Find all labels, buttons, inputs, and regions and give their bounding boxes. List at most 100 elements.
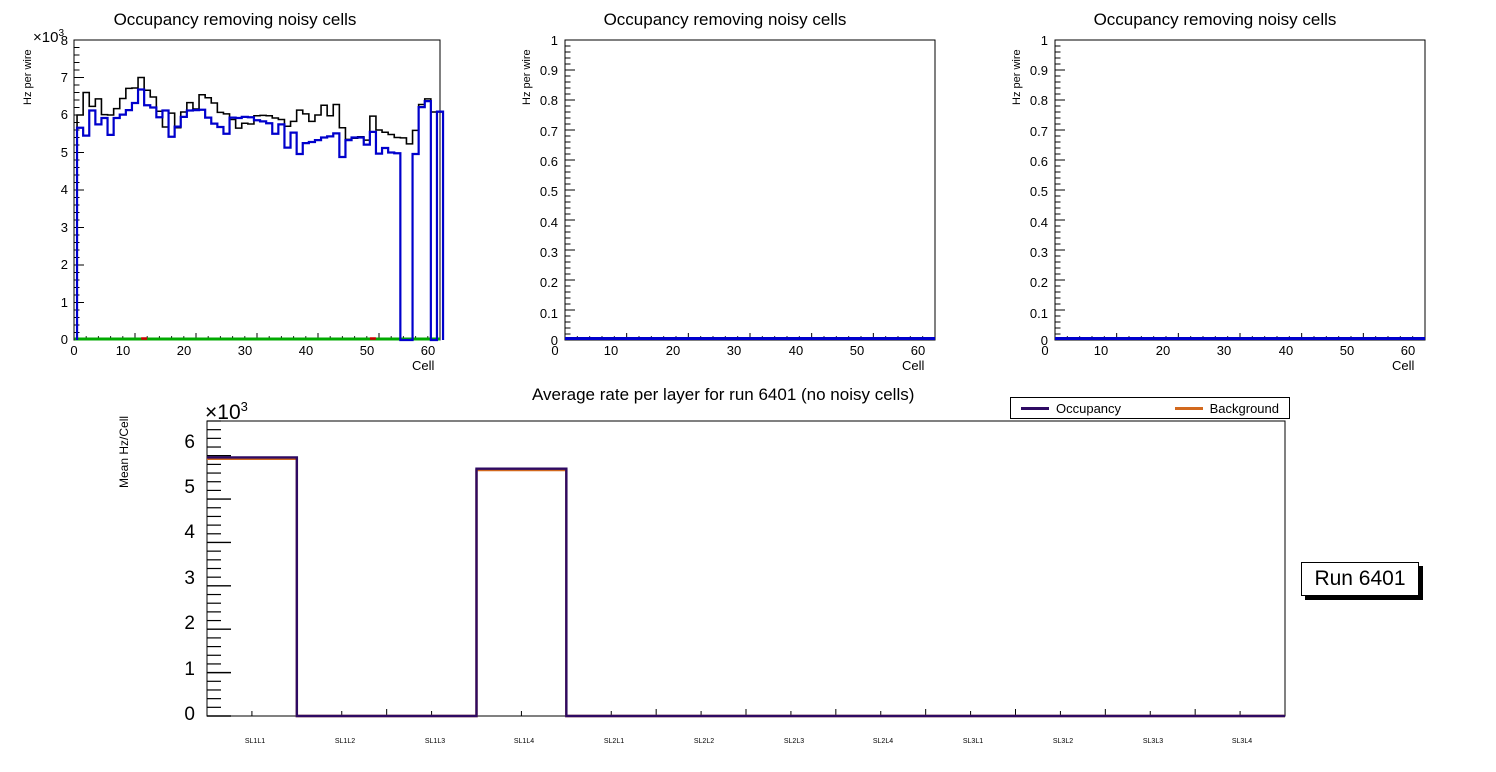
panel4-xcat-2: SL1L3	[424, 738, 446, 745]
panel1-ytick-0: 0	[60, 332, 68, 347]
panel2-xtick-30: 30	[726, 343, 742, 358]
panel1-xtick-40: 40	[298, 343, 314, 358]
panel1-ytick-7: 7	[60, 70, 68, 85]
panel4-title: Average rate per layer for run 6401 (no …	[532, 385, 915, 404]
panel1-xtick-50: 50	[359, 343, 375, 358]
panel1-ytick-8: 8	[60, 33, 68, 48]
panel2-ytick-07: 0.7	[539, 124, 558, 139]
panel4-xcat-5: SL2L2	[693, 738, 715, 745]
legend-line-occupancy-icon	[1021, 406, 1049, 410]
panel4-xcat-11: SL3L4	[1231, 738, 1253, 745]
panel3-ytick-07: 0.7	[1029, 124, 1048, 139]
panel1-xtick-30: 30	[237, 343, 253, 358]
panel2-ytick-04: 0.4	[539, 215, 558, 230]
panel2-xtick-50: 50	[849, 343, 865, 358]
panel1-plot-area	[73, 39, 445, 342]
panel4-xcat-1: SL1L2	[334, 738, 356, 745]
panel3-ytick-0: 0	[1040, 333, 1048, 348]
pad-occupancy-1: Occupancy removing noisy cells Hz per wi…	[0, 0, 470, 378]
panel1-xtick-0: 0	[70, 343, 78, 358]
panel2-ytick-05: 0.5	[539, 184, 558, 199]
panel1-ytick-2: 2	[60, 257, 68, 272]
panel4-xcat-3: SL1L4	[513, 738, 535, 745]
run-label-text: Run 6401	[1314, 567, 1406, 590]
panel2-ytick-08: 0.8	[539, 93, 558, 108]
panel4-xcat-9: SL3L2	[1052, 738, 1074, 745]
panel4-legend: Occupancy Background	[1010, 397, 1290, 419]
panel2-xtick-0: 0	[551, 343, 559, 358]
panel2-xtick-60: 60	[910, 343, 926, 358]
legend-label-occupancy: Occupancy	[1056, 400, 1122, 416]
panel2-title: Occupancy removing noisy cells	[603, 10, 847, 29]
panel3-plot-area	[1054, 39, 1426, 341]
panel1-x-axis-label: Cell	[412, 358, 435, 373]
panel3-ytick-09: 0.9	[1029, 63, 1048, 78]
panel4-ytick-4: 4	[184, 522, 195, 543]
panel4-xcat-6: SL2L3	[783, 738, 805, 745]
panel1-ytick-1: 1	[60, 295, 68, 310]
panel3-ytick-01: 0.1	[1029, 306, 1048, 321]
panel1-title: Occupancy removing noisy cells	[113, 10, 357, 29]
panel2-plot-area	[564, 39, 936, 341]
panel1-ytick-4: 4	[60, 182, 68, 197]
panel4-plot-area	[206, 420, 1286, 718]
panel2-ytick-02: 0.2	[539, 275, 558, 290]
panel4-ytick-2: 2	[184, 613, 195, 634]
panel4-ytick-6: 6	[184, 432, 195, 453]
panel4-y-exponent: ×103	[205, 399, 248, 425]
panel3-ytick-1: 1	[1040, 33, 1048, 48]
panel4-exp-sup: 3	[240, 399, 248, 414]
panel3-ytick-05: 0.5	[1029, 184, 1048, 199]
panel2-ytick-0: 0	[550, 333, 558, 348]
panel3-xtick-60: 60	[1400, 343, 1416, 358]
panel2-xtick-20: 20	[665, 343, 681, 358]
panel3-ytick-02: 0.2	[1029, 275, 1048, 290]
panel4-ytick-3: 3	[184, 568, 195, 589]
panel2-ytick-01: 0.1	[539, 306, 558, 321]
panel1-y-exponent: ×103	[33, 28, 64, 46]
panel3-xtick-30: 30	[1216, 343, 1232, 358]
panel2-xtick-10: 10	[603, 343, 619, 358]
panel3-xtick-40: 40	[1278, 343, 1294, 358]
panel1-ytick-3: 3	[60, 220, 68, 235]
run-label-box: Run 6401	[1301, 562, 1419, 596]
panel2-ytick-06: 0.6	[539, 154, 558, 169]
panel3-title: Occupancy removing noisy cells	[1093, 10, 1337, 29]
panel3-xtick-0: 0	[1041, 343, 1049, 358]
panel1-exp-base: ×10	[33, 29, 59, 46]
panel1-xtick-60: 60	[420, 343, 436, 358]
panel2-x-axis-label: Cell	[902, 358, 925, 373]
legend-entry-occupancy[interactable]: Occupancy	[1021, 401, 1121, 416]
panel1-xtick-20: 20	[176, 343, 192, 358]
pad-average-rate: Average rate per layer for run 6401 (no …	[0, 378, 1496, 772]
panel4-ytick-0: 0	[184, 704, 195, 725]
panel1-xtick-10: 10	[115, 343, 131, 358]
panel1-ytick-5: 5	[60, 145, 68, 160]
panel2-ytick-09: 0.9	[539, 63, 558, 78]
panel3-xtick-20: 20	[1155, 343, 1171, 358]
panel2-ytick-1: 1	[550, 33, 558, 48]
panel3-ytick-04: 0.4	[1029, 215, 1048, 230]
legend-label-background: Background	[1209, 400, 1279, 416]
panel4-xcat-8: SL3L1	[962, 738, 984, 745]
panel3-x-axis-label: Cell	[1392, 358, 1415, 373]
panel4-ytick-5: 5	[184, 477, 195, 498]
legend-entry-background[interactable]: Background	[1174, 400, 1279, 416]
panel3-ytick-03: 0.3	[1029, 245, 1048, 260]
panel4-xcat-7: SL2L4	[872, 738, 894, 745]
panel1-exp-sup: 3	[58, 28, 65, 39]
panel4-exp-base: ×10	[205, 401, 241, 424]
panel2-xtick-40: 40	[788, 343, 804, 358]
pad-occupancy-2: Occupancy removing noisy cells Hz per wi…	[490, 0, 960, 378]
pad-occupancy-3: Occupancy removing noisy cells Hz per wi…	[980, 0, 1450, 378]
panel4-xcat-4: SL2L1	[603, 738, 625, 745]
panel3-xtick-50: 50	[1339, 343, 1355, 358]
panel4-xcat-10: SL3L3	[1142, 738, 1164, 745]
panel3-ytick-08: 0.8	[1029, 93, 1048, 108]
panel3-ytick-06: 0.6	[1029, 154, 1048, 169]
panel2-ytick-03: 0.3	[539, 245, 558, 260]
panel4-ytick-1: 1	[184, 659, 195, 680]
legend-line-background-icon	[1174, 406, 1203, 410]
panel1-ytick-6: 6	[60, 107, 68, 122]
